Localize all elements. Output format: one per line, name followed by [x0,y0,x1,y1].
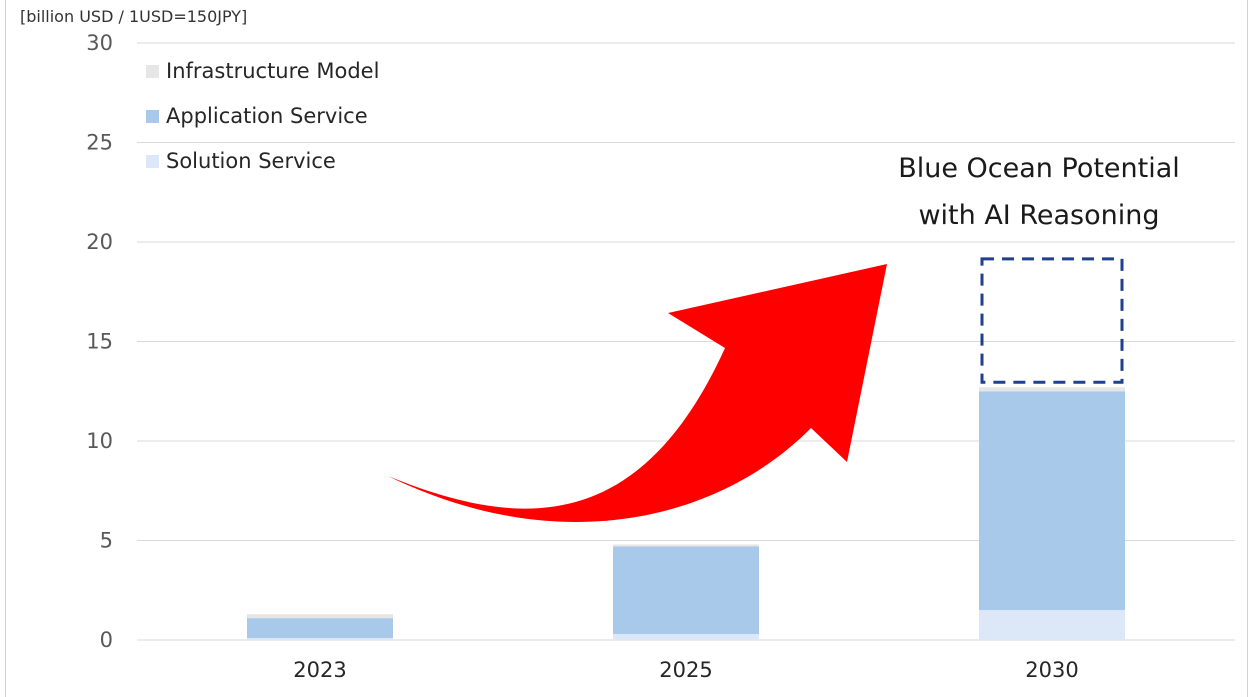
callout-line-2: with AI Reasoning [918,200,1159,231]
legend-swatch [146,65,159,78]
bar-2025-series-2 [613,544,759,547]
chart-frame [5,0,1248,697]
legend-swatch [146,110,159,123]
callout-line-1: Blue Ocean Potential [898,153,1180,184]
legend-swatch [146,155,159,168]
legend-label: Application Service [166,104,368,128]
y-tick-label: 5 [100,529,113,553]
bar-2023-series-2 [247,614,393,619]
growth-arrow [388,264,887,522]
y-tick-label: 15 [86,330,113,354]
legend-label: Solution Service [166,149,336,173]
bar-2025-series-1 [613,546,759,635]
legend-label: Infrastructure Model [166,59,379,83]
blue-ocean-potential-box [980,257,1124,384]
bar-2030-series-1 [979,391,1125,611]
x-tick-label: 2025 [659,658,712,682]
legend: Infrastructure Model Application Service S… [146,59,379,173]
x-tick-label: 2030 [1025,658,1078,682]
y-tick-label: 20 [86,230,113,254]
bar-2023-series-0 [247,638,393,640]
bar-2025-series-0 [613,634,759,640]
y-axis-ticks: 0 5 10 15 20 25 30 [86,31,113,652]
x-tick-label: 2023 [293,658,346,682]
unit-label: [billion USD / 1USD=150JPY] [20,7,247,26]
bar-2030-series-0 [979,610,1125,640]
bar-2030-series-2 [979,387,1125,392]
bars [247,387,1125,640]
y-tick-label: 30 [86,31,113,55]
y-tick-label: 0 [100,628,113,652]
x-axis-ticks: 2023 2025 2030 [293,658,1078,682]
y-tick-label: 25 [86,131,113,155]
y-tick-label: 10 [86,429,113,453]
bar-2023-series-1 [247,618,393,639]
